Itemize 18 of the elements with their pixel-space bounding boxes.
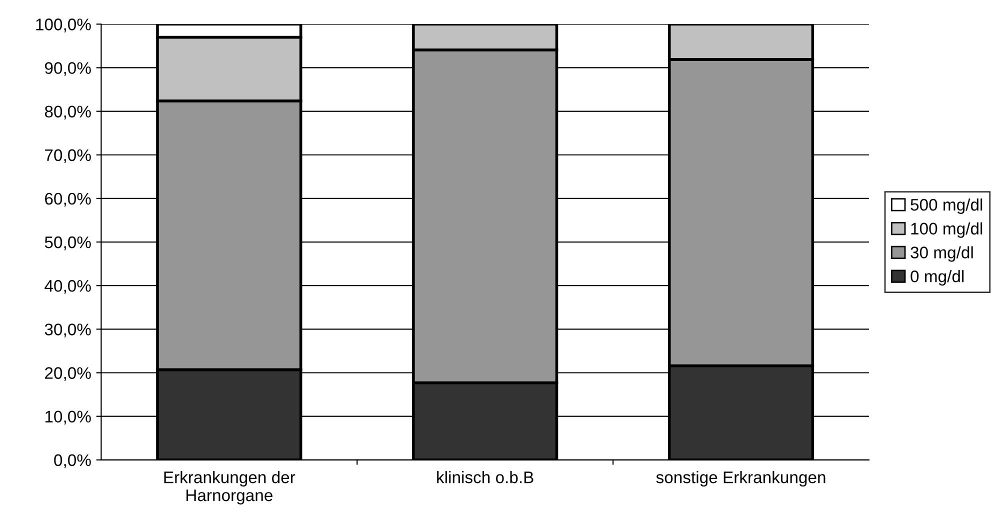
x-tick-label: Erkrankungen der Harnorgane	[164, 471, 296, 504]
legend-label: 0 mg/dl	[910, 270, 964, 286]
y-tick-label: 40,0%	[44, 280, 91, 294]
y-tick-label: 100,0%	[36, 18, 91, 32]
y-tick-label: 70,0%	[45, 149, 91, 164]
y-tick-label: 80,0%	[44, 106, 91, 120]
y-tick-label: 10,0%	[45, 410, 91, 424]
y-tick-label: 60,0%	[45, 192, 91, 207]
y-tick-label: 20,0%	[45, 367, 91, 381]
legend-label: 100 mg/dl	[911, 222, 982, 238]
y-tick-label: 90,0%	[44, 62, 91, 76]
legend-label: 30 mg/dl	[910, 246, 973, 262]
x-tick-label: sonstige Erkrankungen	[656, 471, 826, 487]
y-tick-label: 0,0%	[54, 454, 91, 468]
x-tick-label: klinisch o.b.B	[437, 471, 534, 484]
y-tick-label: 30,0%	[44, 324, 91, 338]
legend-label: 500 mg/dl	[910, 198, 982, 214]
y-tick-label: 50,0%	[44, 236, 91, 250]
